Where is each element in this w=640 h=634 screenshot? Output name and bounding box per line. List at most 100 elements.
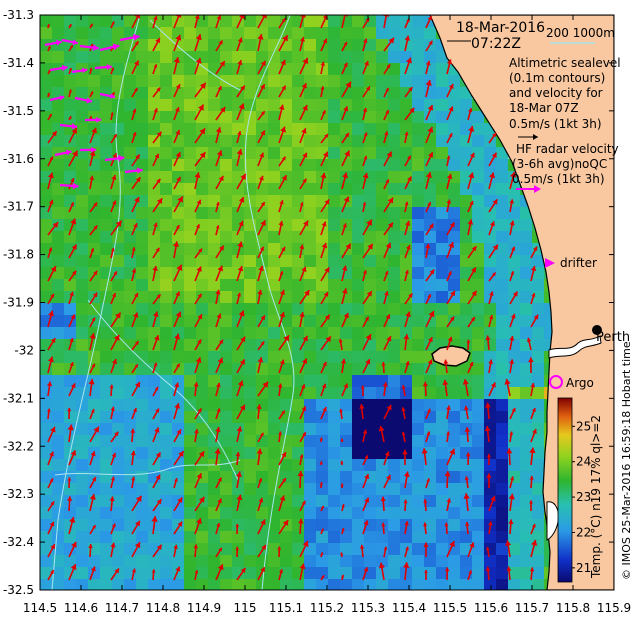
- sst-cell: [352, 219, 365, 232]
- sst-cell: [472, 231, 485, 244]
- sst-cell: [352, 231, 365, 244]
- sst-cell: [280, 411, 293, 424]
- sst-cell: [424, 27, 437, 40]
- sst-cell: [532, 459, 545, 472]
- sst-cell: [328, 315, 341, 328]
- sst-cell: [340, 51, 353, 64]
- sst-cell: [484, 459, 497, 472]
- sst-cell: [160, 483, 173, 496]
- sst-cell: [412, 51, 425, 64]
- sst-cell: [136, 387, 149, 400]
- sst-cell: [520, 543, 533, 556]
- sst-cell: [100, 147, 113, 160]
- sst-cell: [388, 447, 401, 460]
- sst-cell: [508, 327, 521, 340]
- sst-cell: [196, 531, 209, 544]
- sst-cell: [268, 531, 281, 544]
- sst-cell: [196, 555, 209, 568]
- sst-cell: [220, 231, 233, 244]
- sst-cell: [76, 291, 89, 304]
- sst-cell: [436, 459, 449, 472]
- sst-cell: [184, 507, 197, 520]
- sst-cell: [520, 327, 533, 340]
- sst-cell: [352, 171, 365, 184]
- sst-cell: [40, 255, 53, 268]
- sst-cell: [148, 51, 161, 64]
- sst-cell: [304, 315, 317, 328]
- sst-cell: [136, 183, 149, 196]
- sst-cell: [436, 327, 449, 340]
- sst-cell: [424, 327, 437, 340]
- sst-cell: [184, 219, 197, 232]
- sst-cell: [136, 135, 149, 148]
- sst-cell: [112, 111, 125, 124]
- sst-cell: [412, 255, 425, 268]
- sst-cell: [304, 279, 317, 292]
- sst-cell: [52, 27, 65, 40]
- sst-cell: [112, 63, 125, 76]
- sst-cell: [292, 231, 305, 244]
- sst-cell: [124, 147, 137, 160]
- sst-cell: [184, 567, 197, 580]
- lat-tick-label: -31.8: [3, 248, 34, 262]
- lon-tick-label: 114.7: [105, 601, 139, 615]
- sst-cell: [280, 555, 293, 568]
- sst-cell: [184, 279, 197, 292]
- sst-cell: [412, 147, 425, 160]
- sst-cell: [196, 483, 209, 496]
- sst-cell: [436, 495, 449, 508]
- sst-cell: [136, 99, 149, 112]
- sst-cell: [160, 519, 173, 532]
- sst-cell: [196, 279, 209, 292]
- sst-cell: [412, 423, 425, 436]
- sst-cell: [484, 303, 497, 316]
- sst-cell: [160, 87, 173, 100]
- sst-cell: [184, 291, 197, 304]
- sst-cell: [448, 231, 461, 244]
- sst-cell: [472, 435, 485, 448]
- sst-cell: [388, 111, 401, 124]
- sst-cell: [316, 423, 329, 436]
- sst-cell: [496, 495, 509, 508]
- sst-cell: [436, 423, 449, 436]
- sst-cell: [76, 231, 89, 244]
- sst-cell: [472, 207, 485, 220]
- sst-cell: [208, 255, 221, 268]
- sst-cell: [520, 459, 533, 472]
- sst-cell: [232, 255, 245, 268]
- sst-cell: [496, 423, 509, 436]
- sst-cell: [496, 327, 509, 340]
- sst-cell: [364, 399, 377, 412]
- sst-cell: [208, 483, 221, 496]
- sst-cell: [532, 567, 545, 580]
- sst-cell: [496, 471, 509, 484]
- sst-cell: [268, 567, 281, 580]
- sst-cell: [76, 399, 89, 412]
- sst-cell: [364, 195, 377, 208]
- sst-cell: [340, 471, 353, 484]
- sst-cell: [412, 279, 425, 292]
- sst-cell: [472, 387, 485, 400]
- sst-cell: [448, 207, 461, 220]
- sst-cell: [76, 531, 89, 544]
- sst-cell: [328, 459, 341, 472]
- sst-cell: [484, 339, 497, 352]
- sst-cell: [364, 159, 377, 172]
- sst-cell: [316, 447, 329, 460]
- sst-cell: [292, 171, 305, 184]
- sst-cell: [52, 231, 65, 244]
- sst-cell: [100, 195, 113, 208]
- sst-cell: [136, 255, 149, 268]
- sst-cell: [484, 567, 497, 580]
- sst-cell: [52, 495, 65, 508]
- sst-cell: [256, 471, 269, 484]
- sst-cell: [160, 279, 173, 292]
- sst-cell: [472, 399, 485, 412]
- sst-cell: [400, 303, 413, 316]
- sst-cell: [340, 447, 353, 460]
- sst-cell: [412, 15, 425, 28]
- sst-cell: [352, 123, 365, 136]
- sst-cell: [136, 531, 149, 544]
- sst-cell: [472, 423, 485, 436]
- sst-cell: [172, 495, 185, 508]
